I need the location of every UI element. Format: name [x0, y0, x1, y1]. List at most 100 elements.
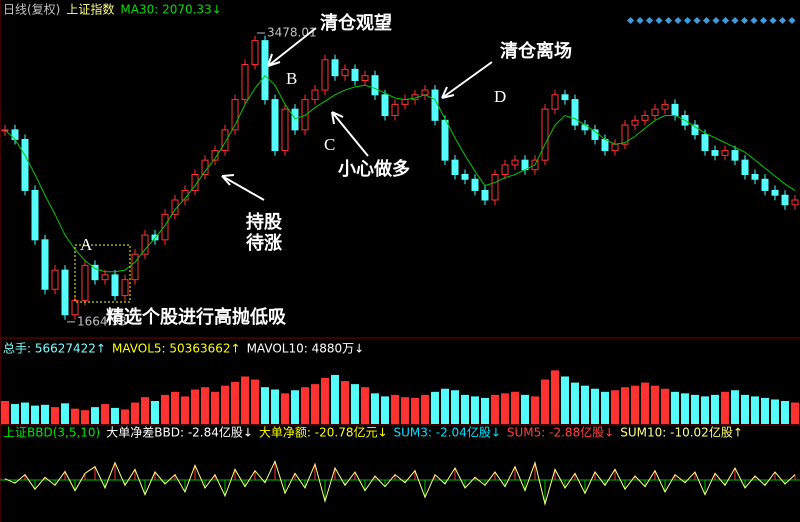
- arrow: [221, 174, 265, 201]
- volume-bar: [501, 393, 509, 424]
- volume-bar: [291, 390, 299, 424]
- candle: [471, 178, 479, 191]
- volume-bar: [131, 402, 139, 424]
- candle: [221, 129, 229, 152]
- marker: [788, 16, 796, 25]
- candle: [791, 199, 799, 206]
- volume-bar: [191, 389, 199, 424]
- annotation: C: [324, 135, 335, 154]
- volume-bar: [721, 391, 729, 424]
- marker: [750, 16, 758, 25]
- candle: [691, 124, 699, 136]
- volume-bar: [701, 396, 709, 424]
- volume-bar: [671, 391, 679, 424]
- volume-bar: [551, 370, 559, 424]
- marker: [683, 16, 692, 25]
- arrow: [331, 111, 369, 157]
- marker: [702, 16, 711, 25]
- volume-bar: [791, 402, 799, 424]
- volume-bar: [531, 396, 539, 424]
- marker: [636, 16, 644, 25]
- candle: [701, 134, 709, 152]
- candle: [101, 274, 109, 281]
- candle: [111, 274, 119, 297]
- volume-bar: [401, 397, 409, 424]
- volume-bar: [51, 407, 59, 424]
- volume-bar: [341, 381, 349, 424]
- candle: [631, 119, 639, 126]
- candle: [271, 99, 279, 152]
- volume-bar: [641, 382, 649, 424]
- volume-bar: [311, 384, 319, 424]
- volume-bar: [211, 391, 219, 424]
- volume-bar: [361, 387, 369, 424]
- volume-bar: [61, 403, 69, 424]
- candle: [741, 159, 749, 175]
- candle: [41, 239, 49, 290]
- volume-bar: [561, 376, 569, 424]
- volume-bar: [751, 396, 759, 424]
- volume-bar: [111, 407, 119, 424]
- candle: [721, 150, 729, 156]
- candle: [351, 68, 359, 81]
- marker: [778, 16, 787, 25]
- candle: [781, 194, 789, 206]
- candle: [751, 173, 759, 180]
- volume-bar: [411, 397, 419, 424]
- candle: [761, 178, 769, 191]
- candle: [451, 159, 459, 175]
- volume-bar: [601, 391, 609, 424]
- volume-bar: [201, 387, 209, 424]
- header-text: 总手: 56627422↑: [3, 342, 106, 356]
- candle: [671, 103, 679, 117]
- bbd-line: [4, 459, 796, 506]
- volume-bar: [71, 408, 79, 424]
- candle: [321, 59, 329, 91]
- candle: [381, 94, 389, 117]
- headers: 日线(复权) 上证指数 MA30: 2070.33↓ 总手: 56627422↑ MAV…: [3, 2, 743, 440]
- plot-area: 3478.01 1664.93: [0, 25, 800, 506]
- volume-bar: [171, 391, 179, 424]
- ma30-line: [4, 74, 796, 273]
- marker: [740, 16, 749, 25]
- header-text: MAVOL5: 50363662↑: [112, 342, 241, 356]
- volume-bar: [81, 410, 89, 424]
- candle: [611, 143, 619, 152]
- marker: [693, 16, 701, 25]
- volume-bar: [421, 394, 429, 424]
- candle: [231, 99, 239, 131]
- header-text: SUM10: -10.02亿股↑: [620, 425, 743, 440]
- candle: [31, 189, 39, 241]
- candle: [501, 164, 509, 175]
- candle: [561, 94, 569, 101]
- candle: [571, 99, 579, 126]
- candle: [141, 234, 149, 255]
- volume-bar: [391, 394, 399, 424]
- candle: [361, 75, 369, 81]
- annotation: 清仓离场: [500, 40, 572, 62]
- annotations: 清仓观望 B 清仓离场 D C 小心做多 持股 待涨 A 精选个股进行高抛低吸: [80, 12, 572, 328]
- candle: [121, 279, 129, 297]
- candle: [491, 173, 499, 201]
- volume-bar: [371, 393, 379, 424]
- annotation: 持股: [246, 211, 283, 233]
- candle: [61, 269, 69, 316]
- volume-bar: [681, 393, 689, 424]
- candle: [391, 103, 399, 117]
- volume-bar: [31, 405, 39, 424]
- candle: [241, 64, 249, 101]
- volume-bar: [331, 374, 339, 424]
- candle: [431, 89, 439, 121]
- marker: [655, 16, 663, 25]
- candle: [461, 173, 469, 180]
- annotation: A: [80, 235, 93, 254]
- annotation: 待涨: [246, 232, 282, 254]
- volume-bar: [11, 404, 19, 424]
- candle: [481, 189, 489, 201]
- volume-bar: [491, 394, 499, 424]
- candle: [591, 129, 599, 140]
- marker: [664, 16, 673, 25]
- header-text: MA30: 2070.33↓: [120, 3, 221, 17]
- candle: [81, 264, 89, 301]
- candle: [161, 213, 169, 241]
